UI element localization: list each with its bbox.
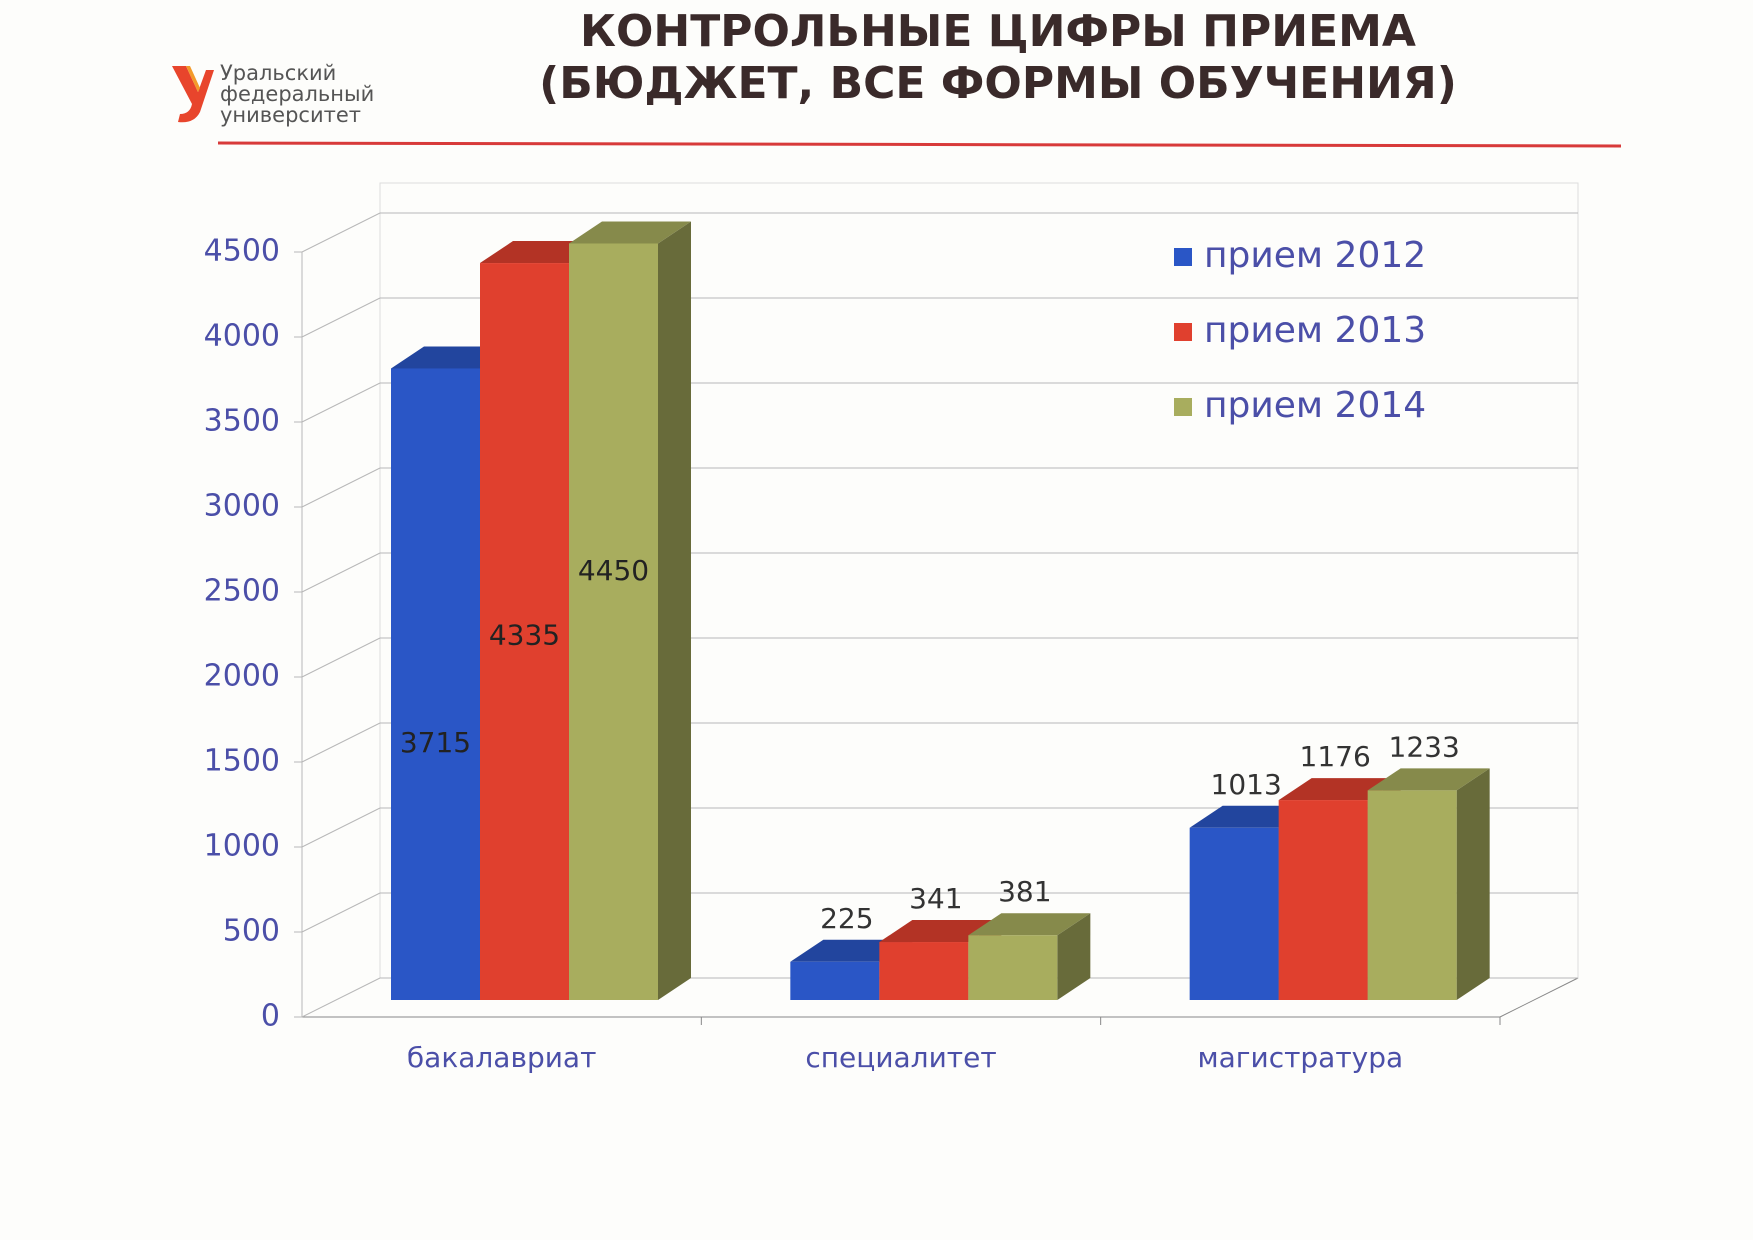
bar xyxy=(1189,827,1279,1000)
y-tick-label: 4000 xyxy=(204,319,280,354)
legend-swatch xyxy=(1174,248,1192,266)
x-tick-label: специалитет xyxy=(805,1041,996,1074)
grid-line xyxy=(301,977,381,1018)
y-tick-label: 2000 xyxy=(204,659,280,694)
grid-line xyxy=(301,807,381,848)
grid-line xyxy=(301,637,381,678)
bar-top xyxy=(1367,768,1490,791)
bar xyxy=(1367,790,1457,1000)
grid-line xyxy=(301,722,381,763)
legend-swatch xyxy=(1174,323,1192,341)
bar xyxy=(391,368,480,1000)
x-tick-label: бакалавриат xyxy=(407,1041,597,1074)
y-tick-label: 0 xyxy=(261,999,280,1034)
value-label: 341 xyxy=(909,882,962,915)
bar-top xyxy=(569,221,691,244)
bar-side xyxy=(658,221,691,1000)
grid-line xyxy=(301,212,381,253)
chart-title: (БЮДЖЕТ, ВСЕ ФОРМЫ ОБУЧЕНИЯ) xyxy=(539,58,1457,109)
logo-text: федеральный xyxy=(220,82,374,106)
y-tick-label: 1000 xyxy=(204,829,280,864)
bar xyxy=(569,243,658,1000)
value-label: 4335 xyxy=(489,619,560,652)
grid-line xyxy=(301,297,381,338)
y-tick-label: 2500 xyxy=(204,574,280,609)
y-tick-label: 4500 xyxy=(204,234,280,269)
grid-line xyxy=(301,552,381,593)
legend-label: прием 2014 xyxy=(1204,385,1426,426)
value-label: 225 xyxy=(820,902,873,935)
title-rule xyxy=(217,141,1622,148)
legend-label: прием 2013 xyxy=(1204,310,1426,351)
logo-accent xyxy=(186,66,200,92)
bar xyxy=(879,942,969,1000)
bar-side xyxy=(1057,913,1091,1000)
y-tick-label: 1500 xyxy=(204,744,280,779)
y-tick-label: 500 xyxy=(223,914,280,949)
grid-line xyxy=(301,892,381,933)
value-label: 1013 xyxy=(1211,768,1282,801)
bar xyxy=(1278,800,1368,1000)
floor-right xyxy=(1499,977,1579,1018)
y-tick-label: 3500 xyxy=(204,404,280,439)
bar xyxy=(480,263,569,1000)
grid-line xyxy=(301,467,381,508)
bar-side xyxy=(1456,768,1490,1000)
x-tick-label: магистратура xyxy=(1198,1041,1404,1074)
value-label: 1233 xyxy=(1389,730,1460,763)
value-label: 1176 xyxy=(1300,740,1371,773)
value-label: 3715 xyxy=(400,726,471,759)
legend-swatch xyxy=(1174,398,1192,416)
y-tick-label: 3000 xyxy=(204,489,280,524)
bar xyxy=(968,935,1058,1000)
chart-title: КОНТРОЛЬНЫЕ ЦИФРЫ ПРИЕМА xyxy=(580,6,1416,57)
value-label: 4450 xyxy=(578,554,649,587)
logo-mark xyxy=(172,66,214,123)
value-label: 381 xyxy=(998,875,1051,908)
bar xyxy=(790,961,880,1000)
logo-text: Уральский xyxy=(220,61,336,85)
logo-text: университет xyxy=(220,103,361,127)
bar-top xyxy=(968,913,1091,936)
grid-line xyxy=(301,382,381,423)
legend-label: прием 2012 xyxy=(1204,235,1426,276)
